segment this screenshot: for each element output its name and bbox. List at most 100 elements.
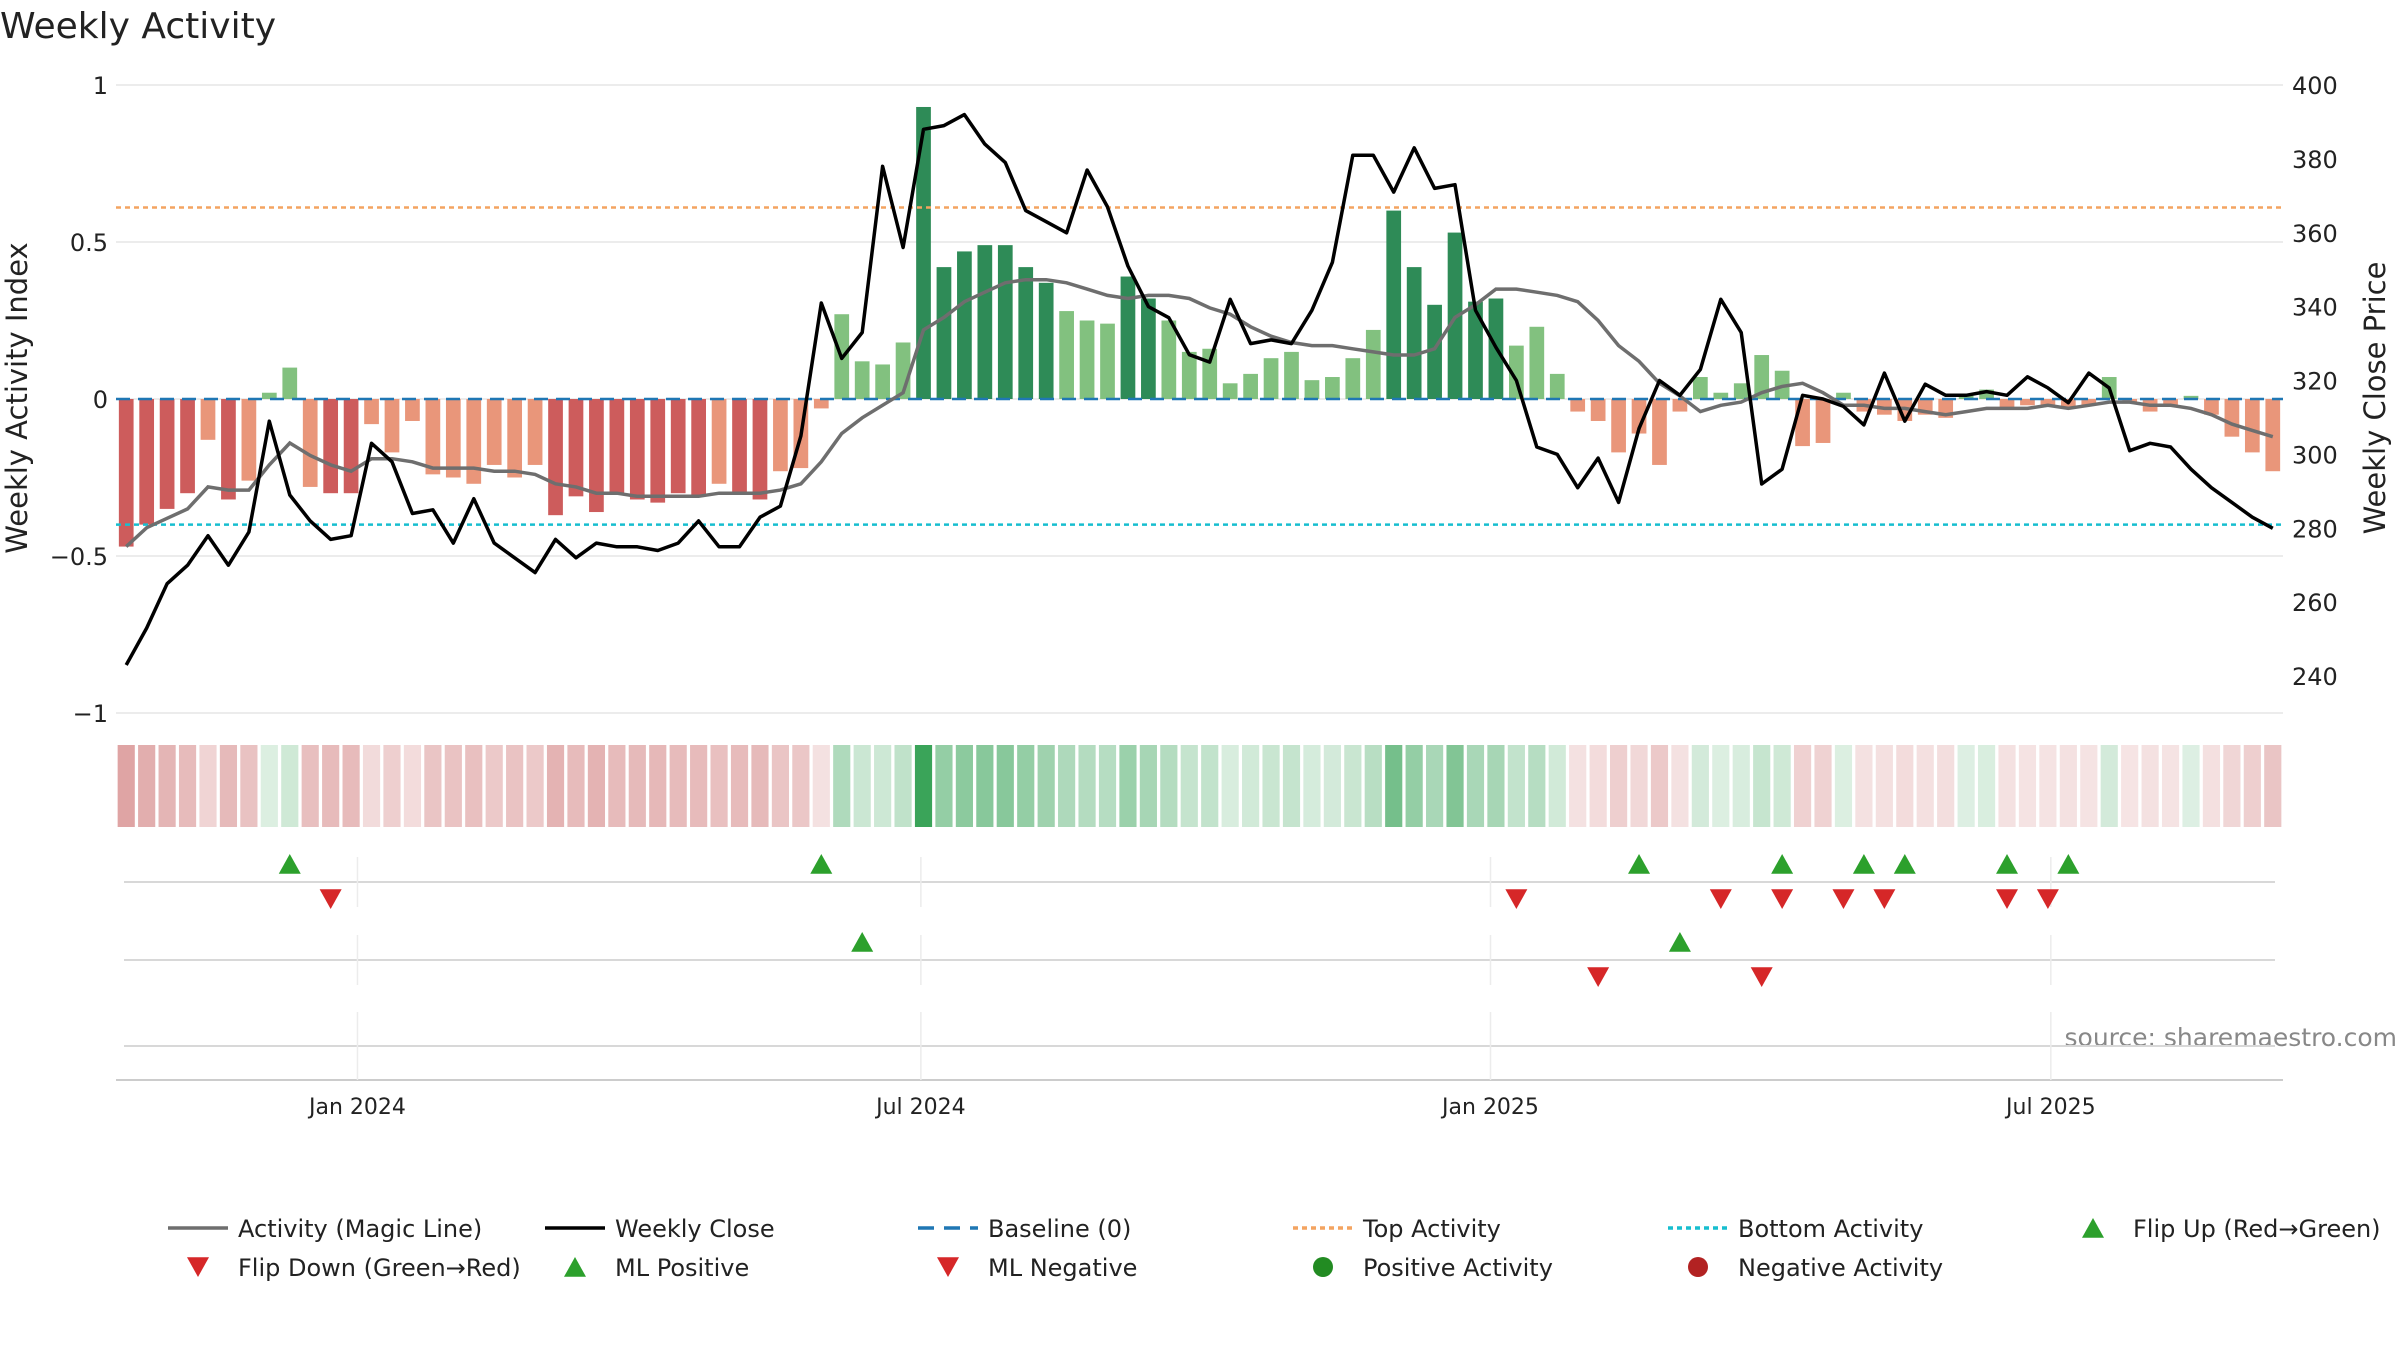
legend-swatch: [937, 1257, 959, 1277]
legend-swatch: [1688, 1257, 1708, 1277]
activity-strip-cell: [362, 745, 381, 827]
activity-bar: [261, 392, 277, 399]
activity-strip-cell: [1262, 745, 1280, 827]
activity-bar: [1181, 351, 1197, 399]
activity-strip-cell: [1323, 745, 1341, 827]
activity-strip-cell: [1344, 745, 1362, 827]
date-axis: Jan 2024 Jul 2024 Jan 2025 Jul 2025: [116, 1012, 2283, 1120]
activity-strip-cell: [1977, 745, 1996, 827]
activity-strip-cell: [1405, 745, 1423, 827]
activity-strip-cell: [2100, 745, 2118, 827]
activity-strip-cell: [2121, 745, 2139, 827]
activity-bar: [1713, 392, 1729, 399]
activity-strip-cell: [1793, 745, 1812, 827]
flip-up-marker: [1771, 854, 1794, 874]
activity-bar: [813, 399, 829, 409]
activity-bar: [1284, 351, 1299, 399]
activity-strip-cell: [485, 745, 503, 827]
activity-bar: [997, 245, 1013, 399]
legend-item: Flip Up (Red→Green): [2082, 1215, 2381, 1243]
activity-bar: [2081, 399, 2097, 406]
activity-bar: [221, 399, 236, 500]
activity-bar: [936, 267, 952, 399]
activity-bar: [1958, 395, 1974, 399]
legend-label: ML Negative: [988, 1254, 1137, 1282]
activity-strip-cell: [219, 745, 238, 827]
activity-bar: [609, 399, 625, 494]
ml-negative-marker: [1750, 967, 1773, 987]
activity-bar: [302, 399, 318, 487]
activity-bar: [2204, 399, 2219, 415]
legend-label: Baseline (0): [988, 1215, 1131, 1243]
activity-bar: [384, 399, 400, 453]
right-tick-label: 300: [2292, 441, 2338, 469]
right-tick-label: 240: [2292, 663, 2338, 691]
activity-bar: [1161, 320, 1177, 399]
legend-label: Weekly Close: [615, 1215, 775, 1243]
activity-bar: [957, 251, 972, 399]
activity-strip-cell: [1712, 745, 1730, 827]
activity-bar: [139, 399, 155, 525]
activity-strip-cell: [138, 745, 156, 827]
activity-strip-cell: [2080, 745, 2098, 827]
source-label: source: sharemaestro.com: [2065, 1023, 2398, 1052]
activity-bar: [180, 399, 195, 494]
right-tick-label: 280: [2292, 515, 2338, 543]
y-axis-label-left: Weekly Activity Index: [0, 242, 34, 553]
activity-bar: [282, 367, 298, 399]
activity-strip-cell: [1630, 745, 1648, 827]
activity-bar: [1979, 389, 1994, 399]
activity-bar: [1427, 304, 1442, 399]
activity-bar: [773, 399, 788, 472]
activity-strip-cell: [874, 745, 892, 827]
legend-swatch: [187, 1257, 209, 1277]
activity-bar: [2224, 399, 2240, 437]
activity-strip-cell: [1160, 745, 1178, 827]
activity-bar: [466, 399, 482, 484]
activity-strip-cell: [1753, 745, 1771, 827]
right-tick-label: 340: [2292, 294, 2338, 322]
activity-strip-cell: [117, 745, 135, 827]
activity-bar: [670, 399, 686, 494]
activity-strip-cell: [383, 745, 401, 827]
activity-bar: [1120, 276, 1136, 399]
activity-bar: [1243, 373, 1258, 399]
activity-strip-cell: [730, 745, 749, 827]
activity-strip-cell: [1691, 745, 1709, 827]
activity-strip-cell: [1671, 745, 1689, 827]
flip-up-marker: [810, 854, 833, 874]
activity-strip-cell: [690, 745, 708, 827]
activity-strip-cell: [178, 745, 197, 827]
legend-item: Positive Activity: [1313, 1254, 1553, 1282]
activity-bars: [118, 106, 2281, 547]
left-axis-ticks: 1 0.5 0 −0.5 −1: [50, 72, 108, 728]
activity-strip-cell: [2223, 745, 2241, 827]
activity-strip-cell: [1834, 745, 1853, 827]
activity-bar: [1672, 399, 1688, 412]
activity-strip-cell: [1855, 745, 1873, 827]
activity-strip-cell: [1058, 745, 1076, 827]
activity-strip-cell: [1650, 745, 1669, 827]
activity-strip-cell: [1139, 745, 1157, 827]
activity-strip-cell: [1773, 745, 1791, 827]
activity-bar: [1018, 267, 1034, 399]
activity-strip-cell: [935, 745, 953, 827]
activity-bar: [732, 399, 747, 494]
legend-item: Flip Down (Green→Red): [187, 1254, 521, 1282]
legend-label: ML Positive: [615, 1254, 749, 1282]
magic-line-series: [125, 277, 2274, 548]
activity-bar: [977, 245, 993, 399]
activity-strip-cell: [301, 745, 319, 827]
activity-bar: [1754, 355, 1770, 399]
activity-strip-cell: [1937, 745, 1955, 827]
flip-up-marker: [1852, 854, 1875, 874]
activity-bar: [1795, 399, 1810, 447]
activity-strip-cell: [914, 745, 933, 827]
activity-strip-cell: [2161, 745, 2180, 827]
activity-strip-cell: [2264, 745, 2282, 827]
activity-bar: [2040, 399, 2056, 406]
legend-swatch: [1313, 1257, 1333, 1277]
flip-down-marker: [1873, 889, 1896, 909]
